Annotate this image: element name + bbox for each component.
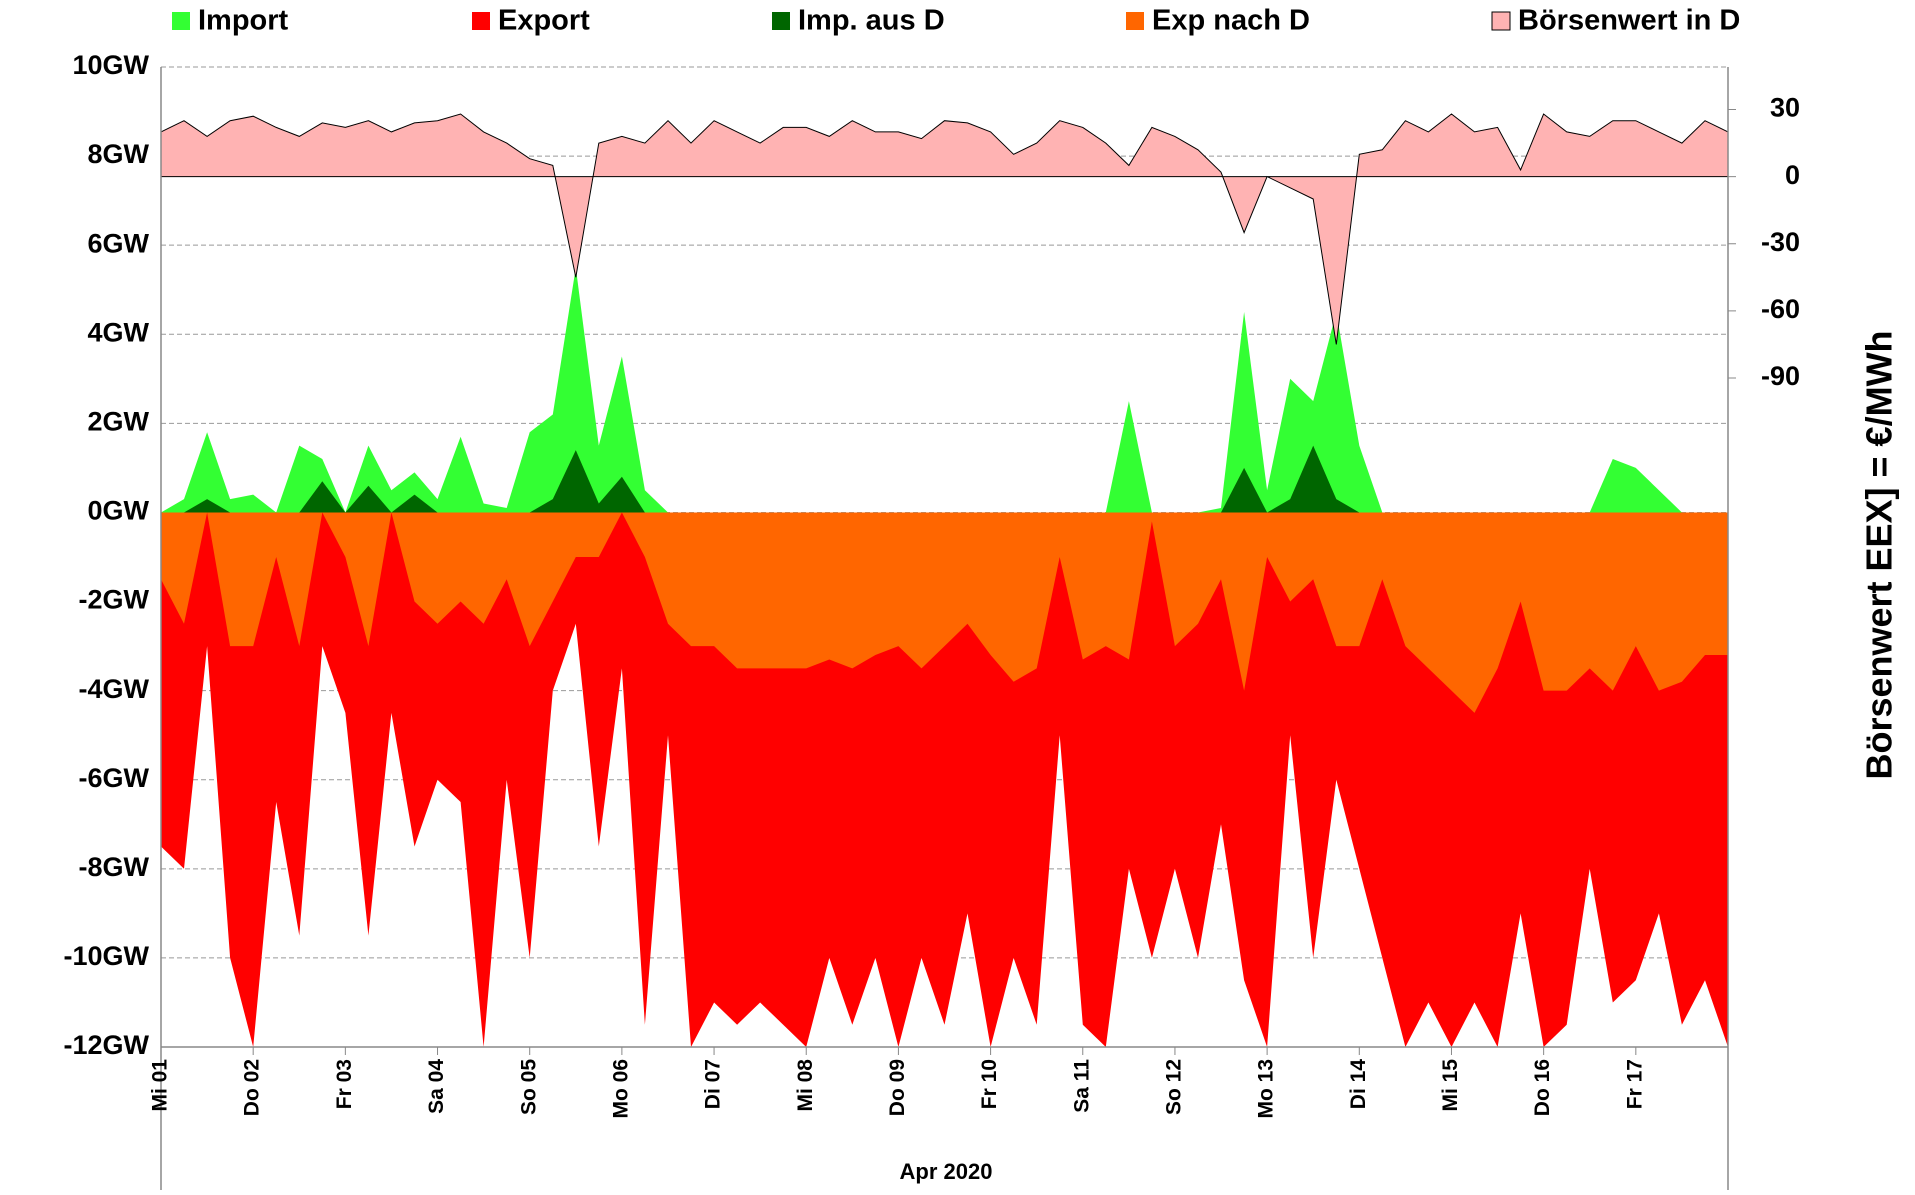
x-tick-label: Mo 06 [609,1059,632,1119]
y-tick-label: -10GW [63,941,149,971]
x-tick-label: Sa 11 [1070,1059,1093,1113]
y-tick-label: -8GW [79,852,150,882]
y2-tick-label: -30 [1761,227,1800,257]
y-tick-label: 4GW [87,317,149,347]
legend-label: Börsenwert in D [1518,5,1740,37]
y2-axis-title: Börsenwert EEX] = €/MWh [1859,330,1900,779]
legend-label: Export [498,5,590,37]
y-tick-label: 2GW [87,406,149,436]
legend-swatch [172,12,190,30]
area-series [161,267,1728,513]
legend-label: Imp. aus D [798,5,945,37]
x-tick-label: Mi 01 [149,1059,172,1112]
x-tick-label: Mi 08 [794,1059,817,1112]
x-tick-label: Sa 04 [425,1059,448,1114]
x-tick-label: Di 07 [702,1059,725,1109]
x-tick-label: Fr 03 [333,1059,356,1109]
y-tick-label: -2GW [79,585,150,615]
y-tick-label: 10GW [72,50,149,80]
area-series [160,113,1729,345]
y-tick-label: 8GW [87,139,149,169]
x-tick-label: Mi 15 [1439,1059,1462,1112]
x-tick-label: Do 09 [886,1059,909,1116]
legend-label: Import [198,5,289,37]
y2-tick-label: -60 [1761,294,1800,324]
x-tick-label: Mo 13 [1255,1059,1278,1119]
x-tick-label: Fr 10 [978,1059,1001,1109]
area-series [161,445,1728,513]
y-tick-label: -12GW [63,1030,149,1060]
y2-tick-label: -90 [1761,361,1800,391]
legend-label: Exp nach D [1152,5,1310,37]
legend-swatch [1126,12,1144,30]
area-series [161,512,1728,713]
x-tick-label: Fr 17 [1623,1059,1646,1109]
legend-swatch [1491,11,1511,31]
area-series [161,512,1728,1047]
x-tick-label: Do 02 [241,1059,264,1116]
x-tick-label: Di 14 [1347,1059,1370,1110]
x-axis-title: Apr 2020 [900,1159,993,1184]
y-tick-label: -4GW [79,674,150,704]
y2-tick-label: 30 [1770,93,1800,123]
legend-swatch [472,12,490,30]
x-tick-label: Do 16 [1531,1059,1554,1116]
x-tick-label: So 12 [1162,1059,1185,1115]
y-tick-label: 0GW [87,496,149,526]
legend-swatch [772,12,790,30]
x-tick-label: So 05 [517,1059,540,1115]
y-tick-label: 6GW [87,228,149,258]
y-tick-label: -6GW [79,763,150,793]
y2-tick-label: 0 [1785,160,1800,190]
